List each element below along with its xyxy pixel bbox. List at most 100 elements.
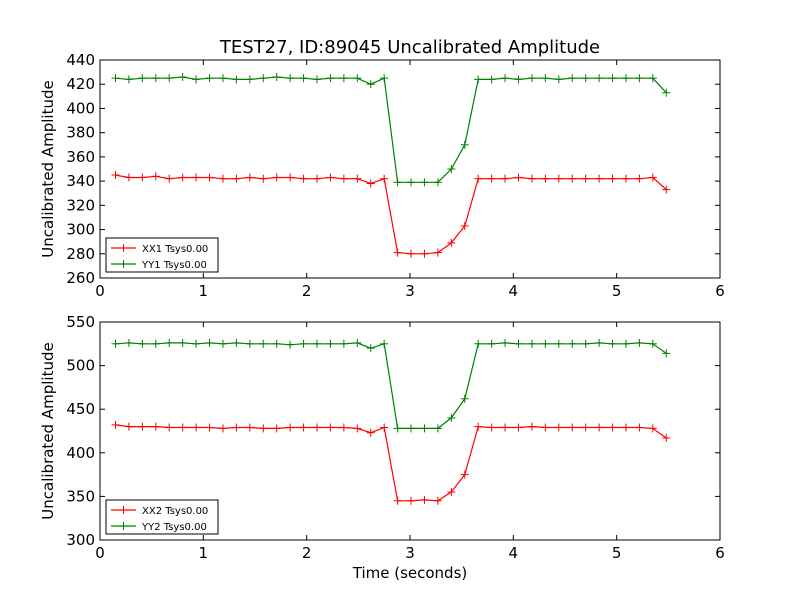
data-point (366, 80, 375, 89)
plot-frame (99, 59, 721, 279)
data-point (635, 423, 644, 432)
x-tick-label: 0 (95, 282, 105, 300)
data-point (205, 74, 214, 83)
data-point (353, 174, 362, 183)
data-point (568, 339, 577, 348)
data-point (635, 338, 644, 347)
y-tick-label: 300 (66, 221, 95, 239)
data-point (541, 74, 550, 83)
data-point (393, 496, 402, 505)
data-point (554, 174, 563, 183)
y-axis-label: Uncalibrated Amplitude (39, 80, 57, 257)
x-tick-label: 4 (509, 282, 519, 300)
data-point (447, 413, 456, 422)
data-point (635, 174, 644, 183)
y-tick-label: 400 (66, 99, 95, 117)
y-tick-label: 360 (66, 148, 95, 166)
legend: XX2 Tsys0.00 YY2 Tsys0.00 (105, 499, 219, 535)
x-tick-label: 1 (199, 544, 209, 562)
data-point (662, 433, 671, 442)
data-point (245, 339, 254, 348)
data-point (286, 173, 295, 182)
data-point (474, 422, 483, 431)
data-point (514, 423, 523, 432)
data-point (407, 178, 416, 187)
data-point (192, 339, 201, 348)
data-point (460, 470, 469, 479)
data-point (151, 74, 160, 83)
data-point (648, 173, 657, 182)
data-point (527, 339, 536, 348)
y-tick-label: 260 (66, 269, 95, 287)
x-tick-label: 0 (95, 544, 105, 562)
y-tick-label: 300 (66, 531, 95, 549)
data-point (407, 249, 416, 258)
y-tick-label: 350 (66, 487, 95, 505)
data-point (621, 174, 630, 183)
data-point (407, 496, 416, 505)
data-point (205, 423, 214, 432)
data-point (447, 488, 456, 497)
data-point (380, 174, 389, 183)
data-point (380, 74, 389, 83)
data-point (232, 338, 241, 347)
legend-label: XX1 Tsys0.00 (142, 244, 208, 255)
x-tick-label: 1 (199, 282, 209, 300)
data-point (433, 248, 442, 257)
data-point (420, 495, 429, 504)
data-point (286, 340, 295, 349)
data-point (366, 344, 375, 353)
plot-frame (99, 321, 721, 541)
data-point (192, 423, 201, 432)
data-point (326, 339, 335, 348)
data-point (326, 173, 335, 182)
data-point (111, 339, 120, 348)
data-point (192, 173, 201, 182)
data-point (662, 185, 671, 194)
data-point (299, 339, 308, 348)
legend-label: YY2 Tsys0.00 (141, 522, 207, 533)
data-point (165, 423, 174, 432)
data-point (259, 339, 268, 348)
data-point (581, 339, 590, 348)
data-point (608, 174, 617, 183)
data-point (460, 140, 469, 149)
data-point (178, 173, 187, 182)
data-point (635, 74, 644, 83)
data-point (648, 339, 657, 348)
data-point (621, 423, 630, 432)
data-point (178, 338, 187, 347)
data-point (554, 339, 563, 348)
data-point (608, 423, 617, 432)
data-point (218, 174, 227, 183)
x-tick-label: 4 (509, 544, 519, 562)
data-point (245, 423, 254, 432)
data-point (205, 173, 214, 182)
data-point (272, 173, 281, 182)
bottom-plot: 0 1 2 3 4 5 6 300 350 400 450 500 550 Uncalibrated Am… (39, 313, 725, 562)
x-tick-label: 5 (612, 544, 622, 562)
data-point (178, 423, 187, 432)
data-point (151, 339, 160, 348)
data-point (205, 338, 214, 347)
data-point (621, 74, 630, 83)
data-point (568, 174, 577, 183)
y-tick-label: 380 (66, 124, 95, 142)
y-tick-label: 400 (66, 444, 95, 462)
data-point (501, 74, 510, 83)
data-point (581, 74, 590, 83)
legend-box (105, 237, 219, 273)
data-point (393, 248, 402, 257)
data-point (554, 423, 563, 432)
data-point (245, 75, 254, 84)
data-point (474, 339, 483, 348)
data-point (353, 338, 362, 347)
data-point (124, 338, 133, 347)
y-tick-label: 440 (66, 51, 95, 69)
data-point (339, 174, 348, 183)
x-tick-label: 2 (302, 544, 312, 562)
data-point (595, 74, 604, 83)
data-point (581, 423, 590, 432)
y-tick-label: 280 (66, 245, 95, 263)
